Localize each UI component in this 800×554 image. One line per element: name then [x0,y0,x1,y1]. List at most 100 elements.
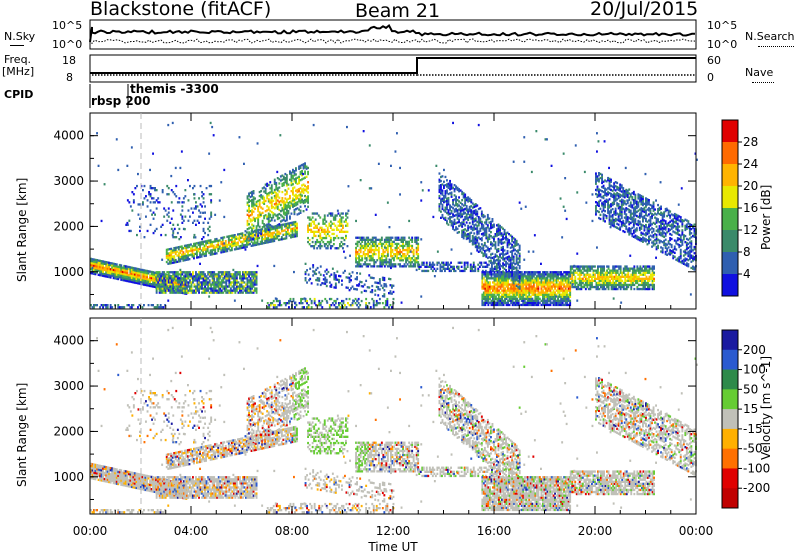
power-cell [313,270,316,273]
power-cell [551,301,553,304]
power-cell [163,215,166,218]
power-cell [477,263,480,266]
power-cell [481,269,484,273]
power-cell [507,279,509,282]
power-cell [225,283,228,286]
power-cell [513,291,516,294]
power-cell [277,304,280,307]
power-cell [560,279,563,282]
power-cell [166,277,169,280]
power-cell [520,271,523,274]
power-cell [501,289,503,292]
power-cell [379,261,382,264]
power-cell [276,223,279,227]
power-cell [364,255,367,258]
power-cell [373,259,376,262]
power-cell [190,289,193,292]
power-cell [340,230,343,233]
power-cell [192,279,194,282]
power-cell [219,281,222,284]
power-cell [516,273,519,276]
power-cell [408,255,411,258]
power-cell [325,243,328,246]
power-cell [126,267,129,270]
power-cell [208,245,211,248]
power-cell [560,303,563,307]
power-cell [292,189,294,192]
power-cell [641,279,643,282]
power-cell [522,283,525,286]
power-cell [195,291,197,294]
power-cell [109,276,112,279]
power-cell [144,269,147,272]
power-cell [540,279,543,282]
power-cell [610,273,613,276]
power-cell [462,220,465,224]
power-cell [235,247,238,251]
power-cell [304,299,307,303]
power-cell [224,244,227,247]
power-cell [187,244,189,247]
power-cell [468,197,471,200]
power-cell [164,233,167,237]
power-cell [239,283,241,286]
power-cell [505,289,508,292]
power-cell [459,224,462,227]
power-cell [637,279,640,282]
power-cell [651,273,654,276]
power-cell [548,295,550,298]
power-cell [639,287,642,291]
power-cell [196,252,198,255]
power-cell [196,285,199,288]
power-cell [561,281,564,284]
power-cell [394,255,397,258]
power-cell [651,285,654,289]
power-cell [577,273,580,276]
power-cell [296,197,299,200]
power-cell [462,222,465,226]
power-cell [246,281,249,284]
power-cell [251,205,253,208]
power-cell [239,275,241,278]
power-cell [187,252,189,255]
power-cell [238,235,241,238]
power-cell [284,205,287,208]
power-cell [120,306,123,309]
power-cell [232,285,235,288]
power-cell [450,220,453,223]
power-cell [305,167,308,170]
power-cell [291,231,294,235]
power-cell [594,275,596,278]
power-cell [257,199,260,203]
power-cell [452,225,454,228]
power-cell [205,252,207,255]
power-cell [339,222,341,225]
power-cell [179,271,182,274]
power-cell [184,271,187,274]
power-cell [162,306,165,309]
power-cell [292,197,294,200]
power-cell [124,279,127,282]
power-cell [264,187,267,190]
power-cell [289,205,291,208]
power-cell [112,264,115,267]
power-cell [96,259,98,262]
power-cell [267,228,270,232]
power-cell [206,241,209,245]
power-cell [396,255,398,258]
power-cell [390,261,392,264]
power-cell [199,281,202,284]
power-cell [293,172,296,175]
power-cell [589,265,592,268]
power-cell [399,238,401,241]
power-cell [520,285,523,288]
power-cell [155,271,158,274]
power-cell [97,267,100,270]
power-cell [227,235,230,238]
power-cell [173,251,176,254]
power-cell [630,273,633,276]
power-cell [514,293,517,296]
power-cell [342,271,345,274]
power-cell [555,285,558,288]
power-cell [613,281,616,285]
